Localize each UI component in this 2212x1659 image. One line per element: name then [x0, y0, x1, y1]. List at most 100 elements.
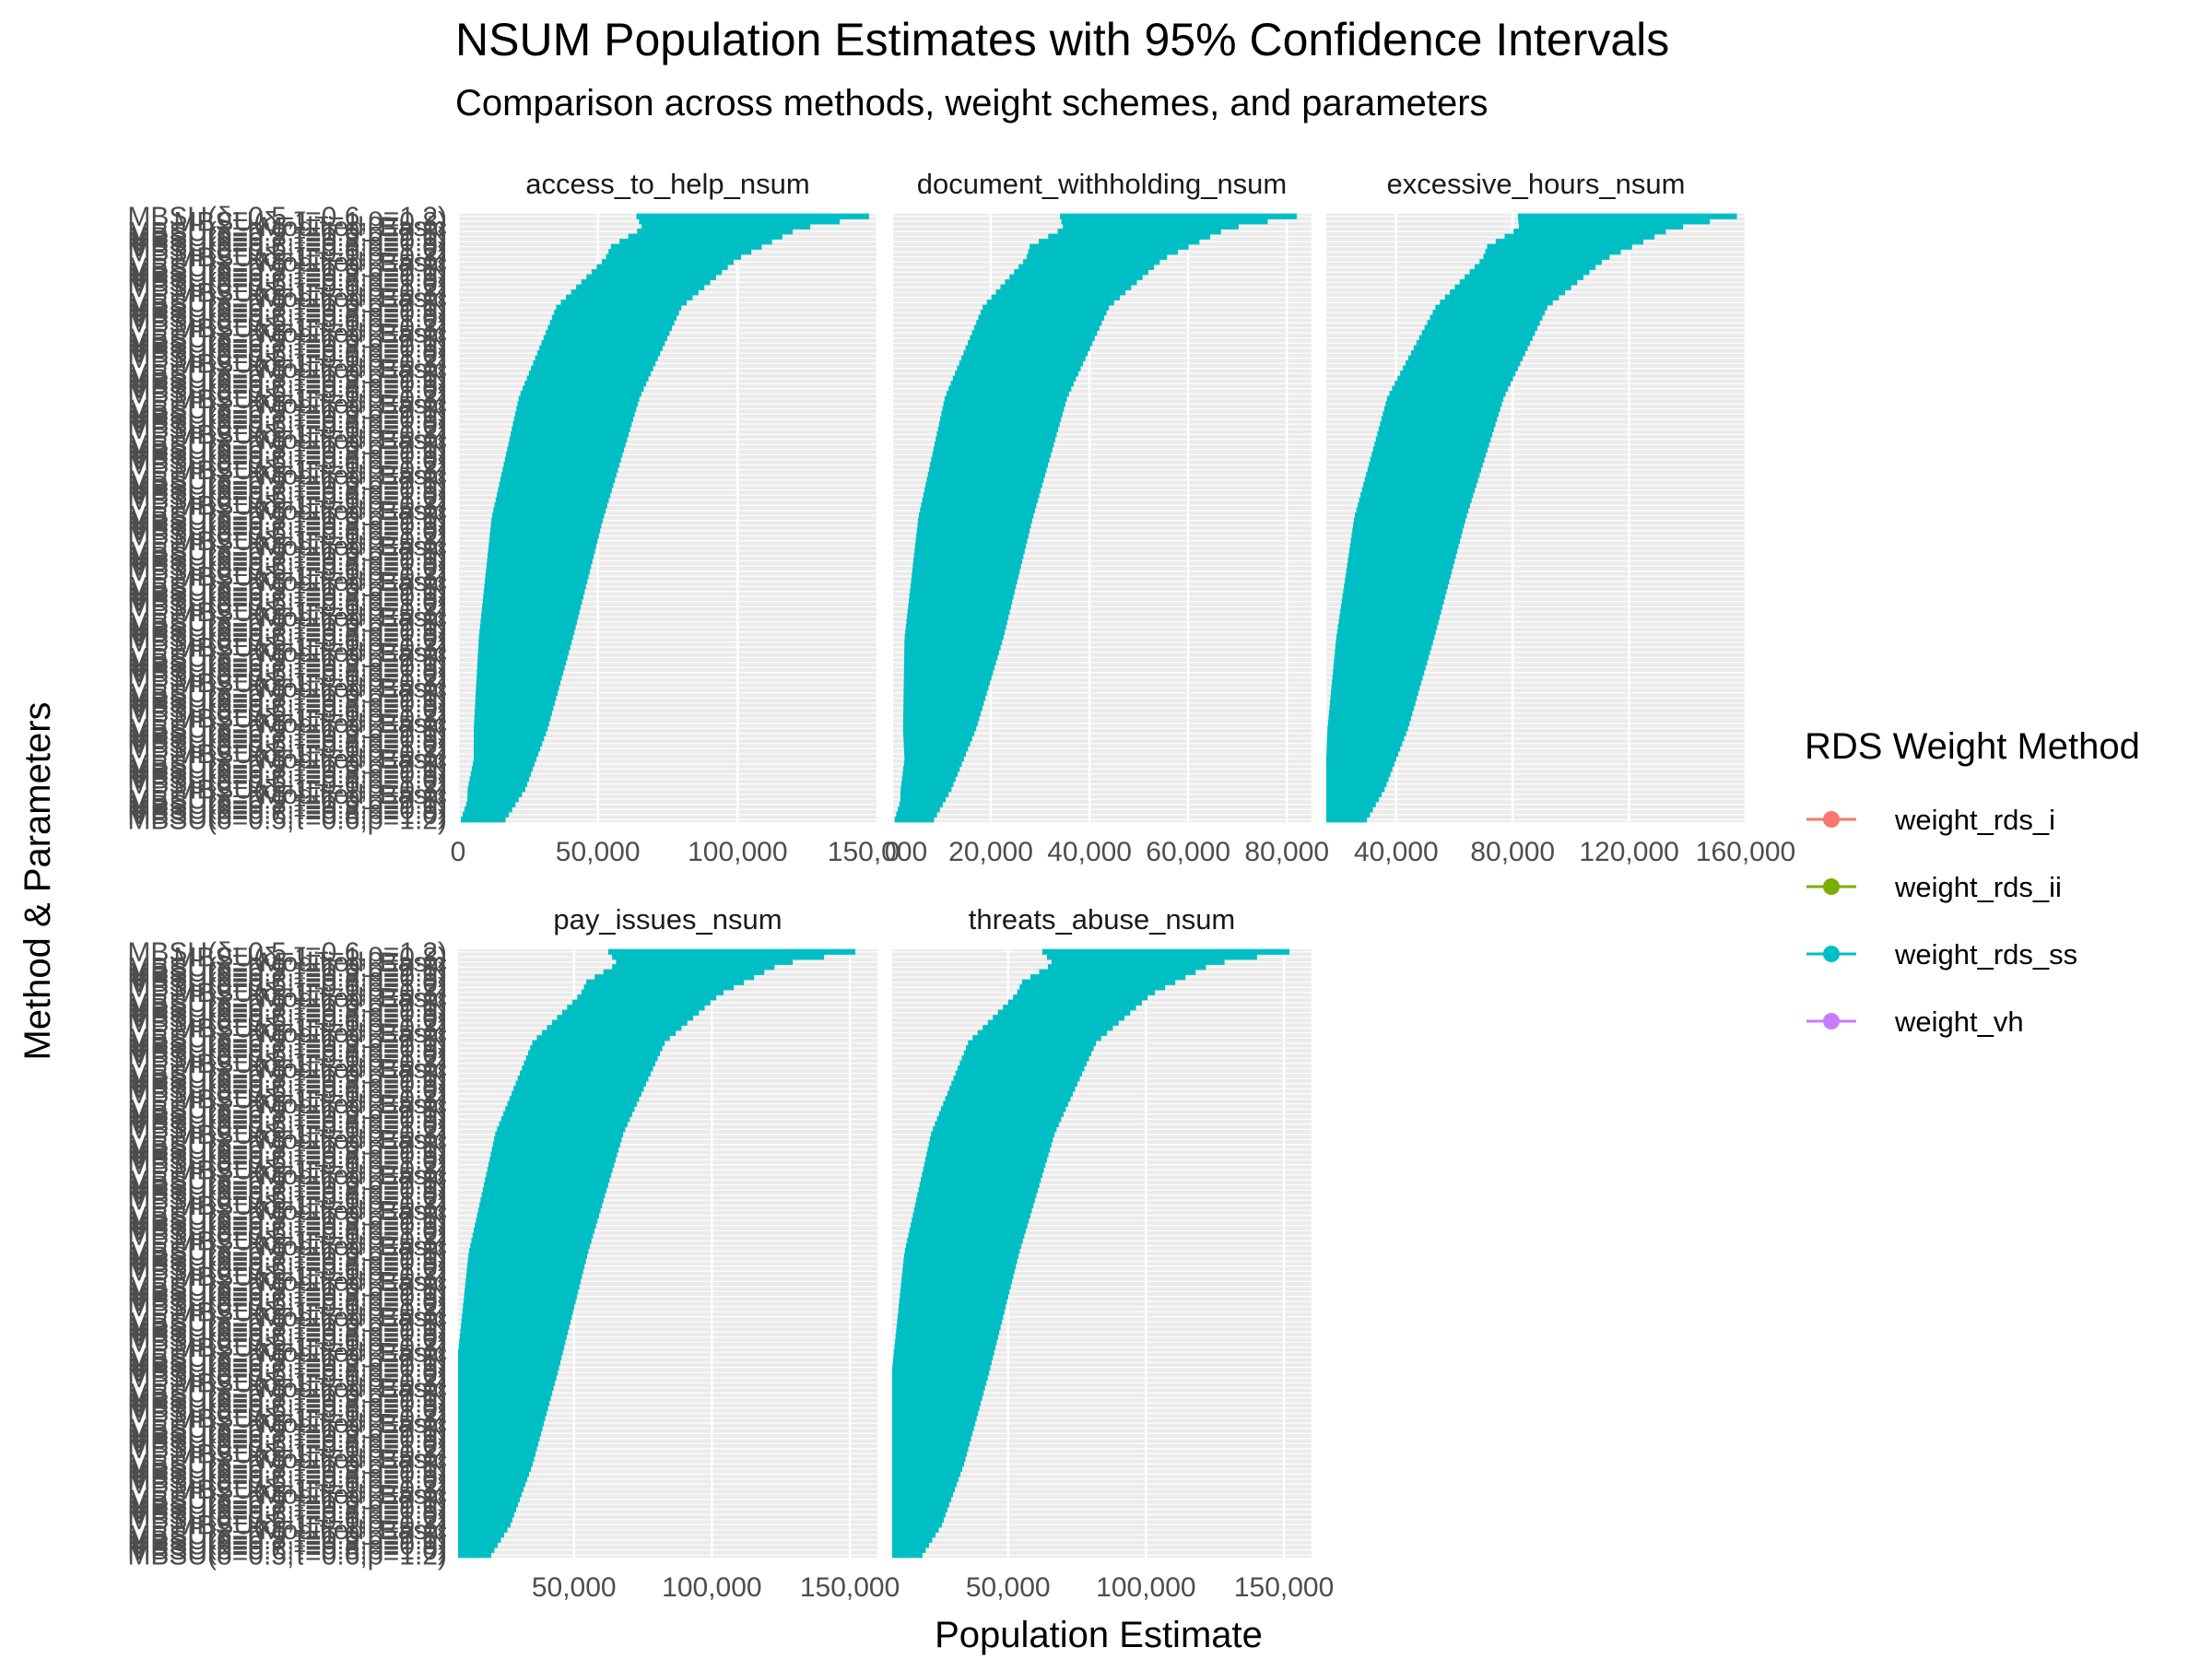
point-estimate — [684, 234, 688, 239]
point-estimate — [962, 1182, 967, 1187]
y-tick-label: MBSU(δ=1,τ=1,ρ=0.8) — [173, 526, 447, 557]
point-estimate — [914, 1452, 920, 1456]
y-tick-label: MBSU(δ=0.9,τ=1.0,ρ=0.8) — [127, 1343, 447, 1373]
point-estimate — [463, 1537, 468, 1542]
point-estimate — [559, 406, 564, 411]
y-tick-label: MBSU(δ=0.9,τ=1.0,ρ=0.8) — [127, 253, 447, 283]
point-estimate — [927, 1360, 933, 1365]
y-tick-label: MBSU(δ=0.9,τ=1.0,ρ=0.8) — [127, 1449, 447, 1479]
y-tick-label: MBSU(δ=0.6,τ=0.8,ρ=1.0) — [127, 800, 447, 830]
point-estimate — [1097, 240, 1101, 244]
y-tick-label: MBSU(δ=0.9,τ=1.0,ρ=0.8) — [127, 1201, 447, 1231]
point-estimate — [1340, 792, 1346, 796]
point-estimate — [542, 473, 547, 477]
point-estimate — [573, 1056, 578, 1061]
legend: RDS Weight Method weight_rds_i weight_rds_… — [1805, 726, 2140, 1038]
y-tick-label: MBSU(δ=0.9,τ=1.0,ρ=0.8) — [127, 1520, 447, 1550]
point-estimate — [978, 437, 983, 441]
y-tick-label: MBSU(δ=0.6,τ=0.8,ρ=1.0) — [127, 1358, 447, 1388]
point-estimate — [939, 1289, 944, 1294]
y-tick-label: MBSU(δ=0.8,τ=0.9,ρ=1.1) — [127, 1064, 447, 1094]
y-tick-label: MBSU(δ=1,τ=1,ρ=0.8) — [173, 703, 447, 734]
point-estimate — [935, 1310, 940, 1314]
y-tick-label: MBSU(δ=0.5,τ=0.6,ρ=1.2) — [127, 1114, 447, 1145]
y-tick-label: MBSU(δ=0.9,τ=1.0,ρ=0.8) — [127, 713, 447, 744]
x-tick-label: 150,000 — [1234, 1572, 1334, 1603]
point-estimate — [958, 524, 962, 528]
point-estimate — [1042, 290, 1047, 295]
y-tick-label: MBSU(δ=0.8,τ=0.9,ρ=1.1) — [127, 1418, 447, 1449]
point-estimate — [574, 366, 580, 371]
y-tick-label: MBSU(δ=0.5,τ=0.6,ρ=1.2) — [127, 1469, 447, 1500]
point-estimate — [912, 807, 916, 812]
y-tick-label: MBSU(δ=0.7,τ=0.8,ρ=0.9) — [127, 1104, 447, 1135]
point-estimate — [1351, 751, 1356, 756]
point-estimate — [937, 1300, 942, 1304]
point-estimate — [1403, 483, 1408, 488]
y-tick-label: MBSU(δ=0.8,τ=0.9,ρ=1.1) — [127, 1171, 447, 1201]
point-estimate — [496, 1345, 500, 1349]
point-estimate — [497, 1340, 501, 1345]
y-tick-label: MBSU(δ=0.7,τ=0.8,ρ=0.9) — [127, 724, 447, 754]
y-tick-label: MBSU(δ=0.9,τ=1.0,ρ=0.8) — [127, 1165, 447, 1195]
point-estimate — [561, 396, 567, 401]
point-estimate — [967, 483, 971, 488]
point-estimate — [470, 1512, 475, 1517]
point-estimate — [533, 1162, 538, 1167]
point-estimate — [1415, 442, 1420, 447]
point-estimate — [1006, 356, 1010, 360]
point-estimate — [473, 1502, 477, 1507]
point-estimate — [1409, 463, 1414, 467]
point-estimate — [1017, 331, 1021, 335]
y-tick-label: MBSU(δ=0.9,τ=1.0,ρ=0.8) — [127, 536, 447, 567]
point-estimate — [518, 1223, 523, 1228]
legend-label: weight_rds_ss — [1894, 938, 2077, 971]
point-estimate — [959, 513, 964, 518]
y-tick-label: MBSU(δ=0.6,τ=0.8,ρ=1.0) — [127, 445, 447, 476]
point-estimate — [987, 402, 992, 406]
y-tick-label: Modified_Basic — [260, 283, 447, 313]
point-estimate — [480, 1452, 486, 1456]
y-tick-label: MBSU(δ=1,τ=1,ρ=0.8) — [173, 1297, 447, 1327]
point-estimate — [956, 534, 960, 538]
point-estimate — [721, 214, 726, 218]
point-estimate — [1528, 254, 1534, 259]
y-tick-label: MBSU(δ=0.9,τ=1.0,ρ=0.8) — [127, 324, 447, 354]
point-estimate — [952, 1223, 957, 1228]
y-tick-label: MBSU(δ=0.9,τ=1.0,ρ=0.8) — [127, 1130, 447, 1160]
point-estimate — [1372, 625, 1378, 629]
point-estimate — [1362, 686, 1367, 690]
point-estimate — [513, 625, 518, 629]
point-estimate — [912, 1477, 916, 1481]
y-tick-label: MBSU(δ=0.8,τ=0.9,ρ=1.1) — [127, 577, 447, 607]
point-estimate — [491, 1375, 496, 1380]
y-tick-label: MBSU(δ=0.9,τ=1.0,ρ=0.8) — [127, 429, 447, 460]
point-estimate — [632, 275, 638, 279]
y-tick-label: MBSU(δ=0.9,τ=1.0,ρ=0.8) — [127, 394, 447, 425]
y-tick-label: MBSU(δ=0.9,τ=1.0,ρ=0.8) — [127, 749, 447, 780]
y-tick-label: Modified_Basic — [260, 1373, 447, 1404]
point-estimate — [487, 787, 492, 792]
y-tick-label: MBSU(δ=1,τ=1,ρ=0.8) — [173, 561, 447, 592]
y-tick-label: Modified_Basic — [260, 709, 447, 739]
point-estimate — [971, 1147, 976, 1152]
point-estimate — [551, 437, 556, 441]
point-estimate — [912, 1472, 917, 1477]
point-estimate — [541, 477, 546, 482]
y-tick-label: MBSU(δ=0.6,τ=0.8,ρ=1.0) — [127, 1429, 447, 1459]
point-estimate — [1359, 700, 1364, 705]
y-tick-label: Modified_Basic — [260, 602, 447, 632]
point-estimate — [537, 493, 542, 498]
point-estimate — [938, 640, 944, 644]
point-estimate — [1361, 690, 1366, 695]
y-tick-label: MBSU(δ=0.7,τ=0.8,ρ=0.9) — [127, 1069, 447, 1100]
y-tick-label: MBSU(δ=1,τ=1,ρ=0.8) — [173, 668, 447, 699]
point-estimate — [477, 812, 482, 817]
y-tick-label: MBSU(δ=0.8,τ=0.9,ρ=1.1) — [127, 435, 447, 465]
y-tick-label: MBSU(δ=0.8,τ=0.9,ρ=1.1) — [127, 1312, 447, 1343]
point-estimate — [462, 1543, 466, 1547]
y-tick-label: MBSU(δ=0.5,τ=0.6,ρ=1.2) — [127, 699, 447, 729]
y-tick-label: MBSU(δ=0.6,τ=0.8,ρ=1.0) — [127, 303, 447, 334]
point-estimate — [584, 1036, 589, 1041]
